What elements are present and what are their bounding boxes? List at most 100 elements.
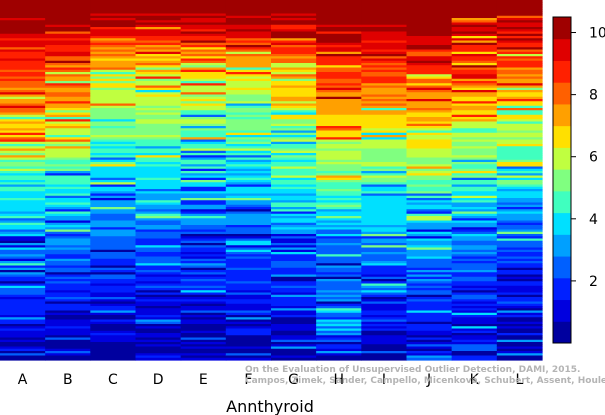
heatmap-cell [180, 261, 227, 264]
heatmap-cell [90, 40, 137, 44]
heatmap-cell [45, 292, 91, 296]
heatmap-cell [316, 96, 362, 100]
heatmap-cell [271, 198, 317, 201]
heatmap-cell [180, 189, 227, 192]
heatmap-cell [316, 83, 362, 87]
heatmap-cell [271, 92, 317, 96]
heatmap-cell [0, 29, 46, 33]
heatmap-cell [406, 15, 453, 19]
heatmap-cell [496, 297, 543, 300]
heatmap-cell [406, 87, 453, 91]
heatmap-cell [406, 303, 453, 307]
heatmap-cell [180, 148, 227, 152]
heatmap-cell [406, 245, 453, 249]
heatmap-cell [45, 191, 91, 195]
heatmap-cell [361, 164, 408, 168]
heatmap-cell [361, 193, 408, 197]
heatmap-cell [361, 155, 408, 159]
heatmap-cell [361, 247, 408, 251]
heatmap-cell [406, 13, 453, 17]
heatmap-cell [135, 81, 182, 84]
heatmap-cell [180, 146, 227, 150]
heatmap-cell [0, 0, 46, 3]
heatmap-cell [225, 141, 272, 145]
heatmap-cell [316, 33, 362, 37]
heatmap-cell [361, 274, 408, 278]
heatmap-cell [135, 0, 182, 3]
heatmap-cell [180, 54, 227, 57]
x-tick-label-c: C [108, 372, 118, 388]
heatmap-cell [451, 114, 498, 118]
heatmap-cell [451, 346, 498, 350]
heatmap-cell [0, 99, 46, 102]
heatmap-cell [180, 110, 227, 114]
heatmap-cell [225, 38, 272, 42]
heatmap-cell [135, 63, 182, 66]
heatmap-cell [45, 130, 91, 134]
heatmap-cell [316, 94, 362, 98]
heatmap-cell [90, 29, 137, 33]
heatmap-cell [316, 319, 362, 323]
heatmap-cell [90, 209, 137, 213]
heatmap-cell [45, 42, 91, 46]
heatmap-cell [0, 231, 46, 235]
heatmap-cell [90, 121, 137, 125]
heatmap-cell [361, 33, 408, 37]
heatmap-cell [271, 150, 317, 154]
heatmap-cell [135, 58, 182, 62]
heatmap-cell [496, 326, 543, 330]
heatmap-cell [45, 254, 91, 258]
heatmap-cell [45, 49, 91, 53]
heatmap-cell [451, 306, 498, 309]
heatmap-cell [180, 141, 227, 145]
heatmap-cell [361, 218, 408, 222]
heatmap-cell [271, 162, 317, 165]
heatmap-cell [90, 49, 137, 53]
heatmap-cell [90, 252, 137, 255]
heatmap-cell [135, 211, 182, 215]
heatmap-cell [496, 139, 543, 143]
heatmap-cell [45, 155, 91, 159]
heatmap-cell [496, 168, 543, 172]
heatmap-cell [451, 310, 498, 314]
heatmap-cell [225, 0, 272, 3]
heatmap-cell [316, 47, 362, 51]
heatmap-cell [316, 328, 362, 332]
heatmap-cell [361, 326, 408, 330]
heatmap-cell [45, 27, 91, 30]
heatmap-cell [45, 51, 91, 55]
heatmap-cell [496, 137, 543, 141]
heatmap-cell [496, 290, 543, 294]
heatmap-cell [406, 96, 453, 100]
heatmap-cell [225, 31, 272, 35]
heatmap-cell [135, 229, 182, 233]
heatmap-cell [225, 254, 272, 258]
heatmap-cell [316, 6, 362, 10]
heatmap-cell [45, 31, 91, 35]
heatmap-cell [316, 186, 362, 190]
heatmap-cell [135, 348, 182, 352]
heatmap-cell [45, 22, 91, 26]
heatmap-cell [451, 186, 498, 190]
x-tick-label-j: J [426, 372, 431, 388]
heatmap-cell [0, 51, 46, 55]
heatmap-cell [496, 56, 543, 60]
heatmap-cell [90, 315, 137, 318]
heatmap-cell [90, 189, 137, 192]
heatmap-cell [451, 294, 498, 298]
heatmap-cell [496, 146, 543, 150]
heatmap-cell [90, 175, 137, 179]
heatmap-cell [406, 139, 453, 143]
heatmap-cell [271, 220, 317, 224]
heatmap-cell [451, 234, 498, 237]
heatmap-cell [0, 292, 46, 296]
heatmap-cell [225, 245, 272, 249]
heatmap-cell [0, 175, 46, 179]
heatmap-cell [316, 189, 362, 192]
heatmap-cell [496, 67, 543, 71]
heatmap-cell [135, 159, 182, 163]
heatmap-cell [496, 312, 543, 316]
heatmap-cell [406, 222, 453, 226]
heatmap-cell [316, 263, 362, 267]
heatmap-cell [90, 182, 137, 186]
